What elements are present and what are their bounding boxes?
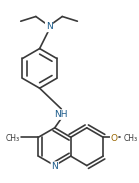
Text: N: N: [51, 162, 58, 171]
Text: O: O: [111, 134, 118, 143]
Text: CH₃: CH₃: [124, 134, 138, 143]
Text: N: N: [46, 23, 52, 31]
Text: NH: NH: [55, 110, 68, 119]
Text: CH₃: CH₃: [5, 134, 19, 143]
